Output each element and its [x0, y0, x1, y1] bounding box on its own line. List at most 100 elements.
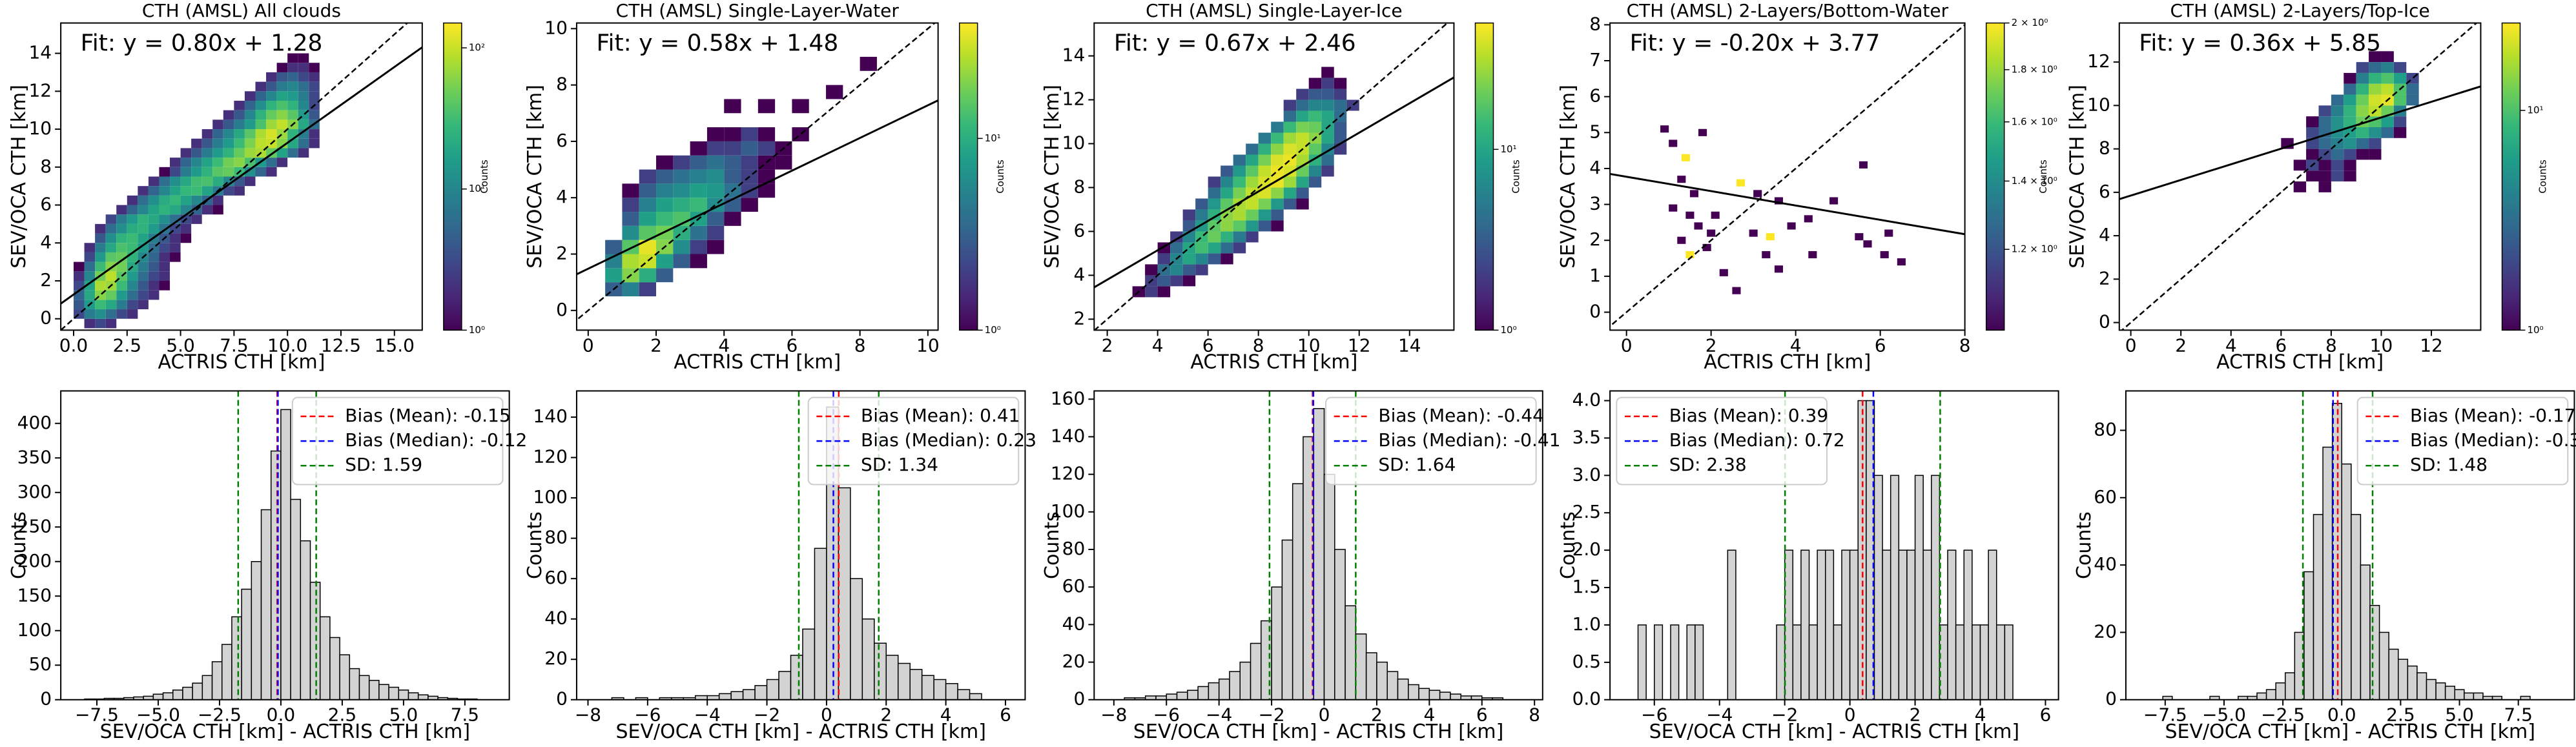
y-tick-label: 0	[556, 299, 568, 320]
histogram-bar	[1873, 475, 1883, 700]
colorbar-tick-label: 10¹	[1501, 143, 1517, 155]
hist2d-cell	[266, 119, 277, 130]
hist2d-cell	[2369, 83, 2382, 95]
hist2d-cell	[1296, 99, 1309, 111]
hist2d-cell	[159, 271, 170, 281]
histogram-bar	[192, 682, 203, 700]
histogram-bar	[290, 498, 302, 700]
x-tick-label: 2	[1705, 334, 1717, 356]
hist2d-cell	[127, 290, 138, 300]
hist2d-cell	[159, 205, 170, 215]
hist2d-cell	[95, 243, 106, 252]
axes-frame	[2118, 22, 2482, 331]
histogram-bar	[280, 409, 291, 700]
hist2d-cell	[223, 167, 234, 177]
colorbar-tick-label: 10¹	[985, 132, 1001, 144]
hist2d-cell	[1808, 251, 1817, 259]
hist2d-cell	[127, 214, 138, 224]
hist2d-cell	[105, 309, 117, 319]
colorbar-label: Counts	[1510, 159, 1522, 194]
colorbar-tick-label: 2 × 10⁰	[2012, 17, 2048, 28]
histogram-bar	[368, 680, 380, 700]
hist2d-cell	[180, 158, 192, 167]
y-tick-label: 40	[1062, 613, 1086, 634]
colorbar-label: Counts	[2037, 159, 2049, 194]
y-tick-label: 8	[1073, 176, 1085, 197]
histogram-bar	[718, 693, 732, 700]
hist2d-cell	[1258, 143, 1272, 155]
x-tick-label: −2	[1771, 704, 1798, 726]
hist2d-cell	[191, 158, 202, 167]
histogram-bar	[1686, 624, 1696, 700]
histogram-bar	[838, 487, 851, 700]
hist2d-cell	[287, 148, 298, 158]
hist2d-cell	[2331, 170, 2344, 182]
hist2d-cell	[84, 243, 96, 252]
hist2d-cell	[309, 110, 320, 120]
hist2d-cell	[1334, 77, 1347, 89]
x-tick-label: −2.5	[2261, 704, 2305, 726]
hist2d-cell	[656, 212, 674, 226]
histogram-bar	[152, 693, 164, 700]
x-tick-label: 5.0	[166, 334, 195, 356]
hist2d-cell	[2381, 72, 2394, 84]
hist2d-cell	[180, 195, 192, 205]
histogram-bar	[2473, 692, 2484, 700]
y-tick-label: 6	[556, 130, 568, 151]
y-tick-label: 0	[2105, 688, 2117, 710]
hist2d-cell	[1677, 176, 1686, 183]
hist2d-cell	[741, 127, 758, 141]
histogram-bar	[378, 684, 389, 700]
y-tick-label: 80	[1062, 538, 1086, 559]
hist2d-cell	[159, 176, 170, 187]
hist2d-cell	[1774, 197, 1784, 205]
hist2d-cell	[201, 148, 213, 158]
x-tick-label: 0.0	[2327, 704, 2356, 726]
hist2d-cell	[2369, 127, 2382, 138]
histogram-bar	[1637, 624, 1647, 700]
hist2d-cell	[223, 158, 234, 167]
x-tick-label: 0	[1621, 334, 1633, 356]
hist2d-cell	[1271, 121, 1284, 133]
hist2d-cell	[138, 271, 149, 281]
x-tick-label: 5.0	[2445, 704, 2474, 726]
histogram-bar	[270, 450, 282, 700]
hist2d-cell	[2344, 138, 2356, 149]
hist2d-cell	[2293, 181, 2307, 192]
axes-frame	[60, 22, 423, 331]
x-tick-label: 12	[1348, 334, 1371, 356]
histogram-bar	[231, 616, 242, 700]
hist2d-cell	[757, 141, 776, 156]
one-to-one-line	[1094, 23, 1449, 331]
hist2d-cell	[201, 176, 213, 187]
hist2d-cell	[201, 205, 213, 215]
hist2d-cell	[234, 129, 245, 139]
hist2d-cell	[95, 233, 106, 243]
legend-label: Bias (Median): 0.72	[1669, 429, 1845, 451]
hist2d-cell	[116, 300, 127, 310]
hist2d-cell	[287, 72, 298, 82]
histogram-bar	[1323, 473, 1335, 700]
hist2d-cell	[1170, 242, 1183, 254]
hist2d-cell	[1157, 275, 1171, 287]
hist2d-cell	[127, 223, 138, 234]
hist2d-panel: Fit: y = -0.20x + 3.77 CTH (AMSL) 2-Layer…	[1557, 0, 2057, 374]
hist2d-cell	[148, 252, 160, 262]
histogram-panel: Bias (Mean): -0.44 Bias (Median): -0.41 SD…	[1041, 387, 1560, 743]
hist2d-cell	[2393, 72, 2407, 84]
hist2d-cell	[1221, 231, 1233, 243]
hist2d-cell	[1296, 132, 1309, 144]
hist2d-cell	[148, 290, 160, 300]
legend-label: Bias (Mean): -0.44	[1378, 405, 1544, 426]
hist2d-cell	[180, 223, 192, 234]
y-axis-label: Counts	[2073, 511, 2096, 579]
histogram-bar	[1963, 549, 1973, 700]
hist2d-cell	[2306, 148, 2319, 160]
hist2d-cell	[673, 254, 690, 269]
hist2d-cell	[1855, 233, 1864, 241]
hist2d-cell	[95, 252, 106, 262]
fit-label: Fit: y = 0.36x + 5.85	[2139, 30, 2381, 57]
hist2d-cell	[2293, 159, 2307, 171]
hist2d-cell	[105, 290, 117, 300]
hist2d-cell	[1208, 253, 1221, 265]
